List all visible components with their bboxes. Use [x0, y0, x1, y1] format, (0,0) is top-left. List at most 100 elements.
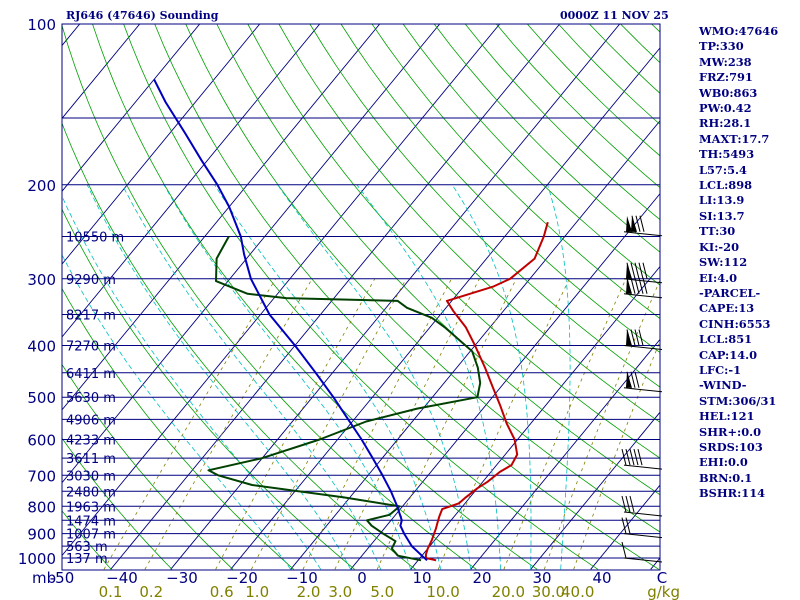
temperature-tick-label: −20 [226, 569, 258, 587]
station-title: RJ646 (47646) Sounding [66, 9, 219, 22]
dry-adiabat [62, 24, 477, 570]
mixing-ratio-label: 30.0 [532, 583, 565, 600]
isotherm [62, 24, 261, 265]
dry-adiabat [433, 24, 660, 253]
dry-adiabat [278, 24, 660, 423]
index-item: SI:13.7 [699, 208, 745, 223]
moist-adiabat [62, 195, 322, 570]
index-item: MW:238 [699, 54, 752, 69]
mixing-ratio-label: 0.2 [139, 583, 163, 600]
mixing-ratio-line [334, 278, 480, 570]
height-label: 137 m [66, 552, 108, 567]
height-label: 3030 m [66, 469, 116, 484]
isotherm [110, 24, 561, 570]
height-label: 4233 m [66, 434, 116, 449]
temperature-tick-label: 40 [592, 569, 611, 587]
index-item: WB0:863 [699, 85, 758, 100]
index-item: TP:330 [699, 39, 744, 54]
height-label: 9290 m [66, 273, 116, 288]
isotherm [62, 24, 201, 192]
mixing-ratio-line [543, 279, 660, 570]
index-item: TH:5493 [699, 147, 755, 162]
pressure-tick-labels: 100 200 300 400 500 600 700 800 900 1000 [18, 16, 56, 568]
mixing-ratio-line [573, 340, 660, 570]
dry-adiabat [340, 24, 660, 354]
index-item: LFC:-1 [699, 362, 742, 377]
dry-adiabat [216, 24, 660, 496]
pressure-tick-label: 300 [27, 271, 56, 289]
isotherm [290, 120, 660, 570]
pressure-tick-label: 100 [27, 16, 56, 34]
dry-adiabat [62, 363, 234, 570]
pressure-tick-label: 400 [27, 338, 56, 356]
pressure-tick-label: 1000 [18, 550, 56, 568]
index-item: BRN:0.1 [699, 470, 753, 485]
index-item: SHR+:0.0 [699, 424, 762, 439]
wind-barb [623, 329, 663, 350]
mixing-ratio-lines [103, 278, 660, 570]
temperature-tick-label: 20 [472, 569, 491, 587]
height-label: 563 m [66, 540, 108, 555]
wind-barb [623, 277, 663, 299]
sounding-indices-panel: WMO:47646 TP:330 MW:238 FRZ:791 WB0:863 PW:0.… [699, 24, 778, 502]
temperature-profile [424, 221, 549, 562]
moist-adiabat [86, 184, 352, 570]
isotherm [62, 24, 381, 411]
moist-adiabat [277, 184, 472, 570]
height-label: 1474 m [66, 514, 116, 529]
height-labels: 10550 m 9290 m 8217 m 7270 m 6411 m 5630 m 490… [66, 231, 124, 568]
temperature-tick-label: C [657, 569, 667, 587]
index-item: -PARCEL- [699, 285, 761, 300]
height-label: 1007 m [66, 528, 116, 543]
isobar-lines [62, 23, 660, 559]
index-item: EHI:0.0 [699, 455, 748, 470]
wind-barb [621, 448, 663, 470]
index-item: STM:306/31 [699, 393, 777, 408]
wind-barb [621, 541, 663, 563]
index-item: WMO:47646 [699, 24, 779, 38]
dewpoint-profile [207, 236, 482, 562]
temperature-tick-label: −10 [286, 569, 318, 587]
mixing-ratio-label: 10.0 [426, 583, 459, 600]
moist-adiabat [62, 254, 292, 570]
moist-adiabat [214, 184, 442, 570]
mixing-ratio-line [103, 278, 277, 570]
dry-adiabat [62, 287, 294, 570]
dry-adiabat [92, 24, 538, 570]
temperature-tick-label: 10 [412, 569, 431, 587]
index-item: PW:0.42 [699, 101, 752, 116]
moist-adiabat [121, 184, 382, 570]
index-item: BSHR:114 [699, 486, 766, 501]
mixing-ratio-label: 3.0 [328, 583, 352, 600]
index-item: LCL:898 [699, 178, 753, 193]
mixing-ratio-label: 2.0 [297, 583, 321, 600]
moist-adiabat [547, 184, 571, 570]
mixing-ratio-line [437, 278, 570, 570]
dry-adiabat [247, 24, 660, 459]
isotherm [410, 265, 660, 570]
wind-barb [623, 215, 663, 237]
dry-adiabat [185, 24, 660, 533]
pressure-tick-label: 700 [27, 467, 56, 485]
isotherm [62, 24, 441, 484]
wind-barbs [621, 215, 663, 563]
temperature-tick-label: −40 [106, 569, 138, 587]
height-label: 10550 m [66, 231, 124, 246]
moist-adiabat [163, 184, 412, 570]
isotherm [62, 24, 141, 120]
index-item: RH:28.1 [699, 116, 752, 131]
mixing-ratio-line [376, 278, 517, 570]
mixing-ratio-label: 20.0 [492, 583, 525, 600]
dry-adiabat [371, 24, 660, 320]
index-item: CINH:6553 [699, 316, 771, 331]
mixing-ratio-label: 5.0 [370, 583, 394, 600]
height-label: 2480 m [66, 485, 116, 500]
moist-adiabat-lines [62, 184, 571, 570]
temperature-tick-labels: mb-50 −40 −30 −20 −10 0 10 20 30 40 C [32, 569, 667, 587]
mixing-ratio-unit: g/kg [647, 583, 680, 600]
valid-time: 0000Z 11 NOV 25 [560, 9, 669, 22]
mixing-ratio-line [251, 278, 407, 570]
pressure-tick-label: 800 [27, 498, 56, 516]
mixing-ratio-label: 40.0 [561, 583, 594, 600]
